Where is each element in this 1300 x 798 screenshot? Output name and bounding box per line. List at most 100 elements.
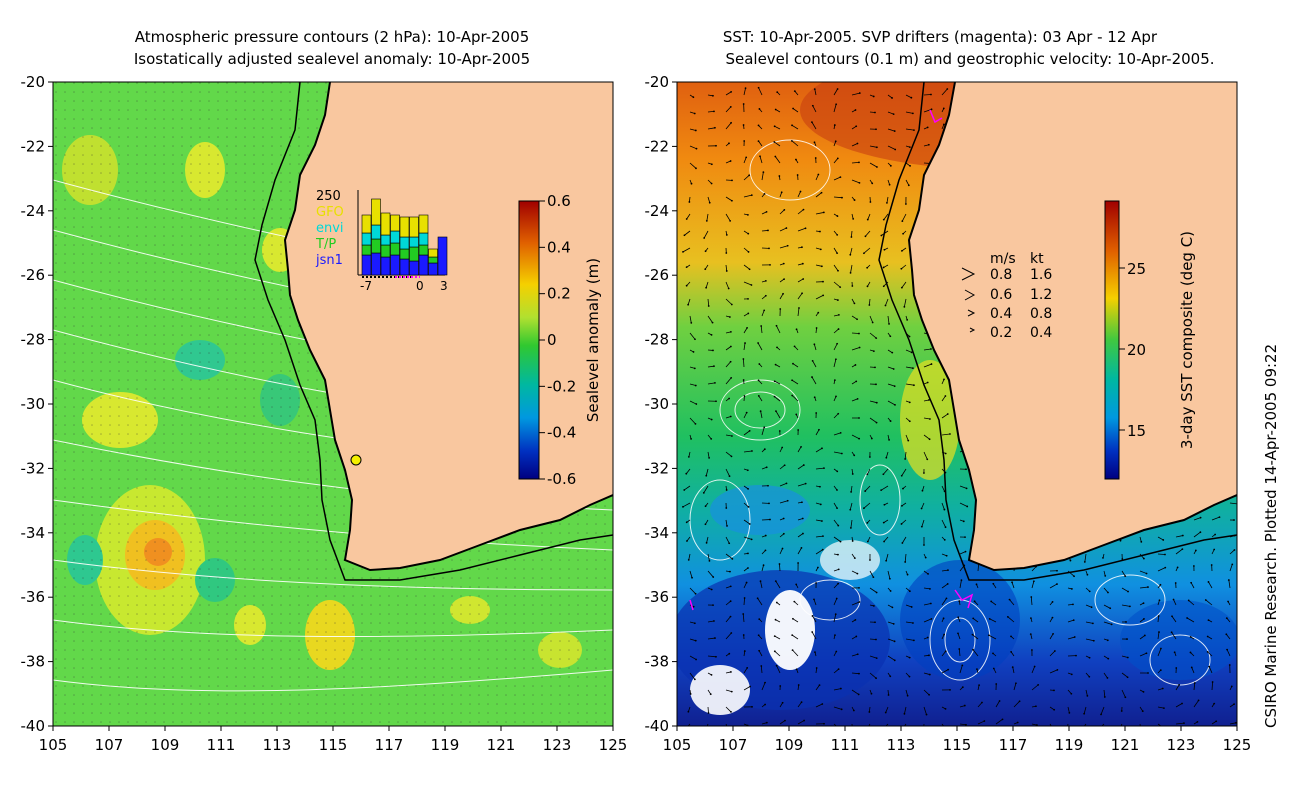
velocity-legend-kt-header: kt bbox=[1030, 251, 1044, 267]
histogram-bar bbox=[361, 232, 372, 246]
histogram-bar bbox=[390, 242, 400, 256]
left-y-tick-label: -20 bbox=[21, 73, 46, 91]
histogram-bar bbox=[418, 244, 429, 256]
right-title-line2: Sealevel contours (0.1 m) and geostrophi… bbox=[725, 50, 1215, 68]
histogram-bar bbox=[399, 258, 410, 276]
sla-colorbar-tick: 0.2 bbox=[547, 285, 571, 303]
histogram-bar bbox=[380, 234, 391, 246]
histogram-bar bbox=[409, 246, 419, 262]
right-y-tick-label: -28 bbox=[645, 331, 670, 349]
drifter-track-south bbox=[954, 589, 974, 609]
histogram-bar bbox=[418, 232, 429, 246]
left-y-tick-label: -30 bbox=[21, 395, 46, 413]
histogram-bar bbox=[409, 260, 419, 276]
histogram-bar bbox=[418, 254, 429, 276]
histogram-bar bbox=[390, 230, 400, 244]
histogram-bar bbox=[437, 236, 448, 276]
histogram-bar bbox=[361, 244, 372, 256]
velocity-row-3-ms: 0.4 bbox=[990, 306, 1012, 322]
right-x-tick-label: 115 bbox=[943, 736, 972, 754]
left-y-tick-label: -24 bbox=[21, 202, 46, 220]
right-x-tick-label: 121 bbox=[1111, 736, 1140, 754]
velocity-legend: m/s kt 0.8 1.6 0.6 1.2 0.4 0.8 0.2 0.4 bbox=[961, 251, 1052, 341]
left-y-tick-label: -38 bbox=[21, 653, 46, 671]
histogram-bar bbox=[371, 238, 381, 254]
left-x-tick-label: 113 bbox=[263, 736, 292, 754]
right-x-tick-label: 113 bbox=[887, 736, 916, 754]
velocity-row-4-ms: 0.2 bbox=[990, 325, 1012, 341]
histogram-bar bbox=[399, 216, 410, 238]
legend-gfo: GFO bbox=[316, 205, 344, 220]
left-x-tick-label: 115 bbox=[319, 736, 348, 754]
hist-x-label-right: 3 bbox=[440, 279, 448, 293]
left-x-tick-label: 111 bbox=[207, 736, 236, 754]
legend-jsn1: jsn1 bbox=[315, 253, 343, 268]
drifter-track-west bbox=[689, 599, 694, 611]
histogram-bar bbox=[399, 236, 410, 250]
sla-colorbar-tick: -0.2 bbox=[547, 377, 576, 395]
left-y-tick-label: -40 bbox=[21, 717, 46, 735]
histogram-bar bbox=[380, 212, 391, 236]
right-y-tick-label: -24 bbox=[645, 202, 670, 220]
left-x-tick-label: 109 bbox=[151, 736, 180, 754]
sla-colorbar: 0.6 0.4 0.2 0 -0.2 -0.4 -0.6 Sealevel anomaly … bbox=[518, 192, 602, 488]
left-y-axis: -20 -22 -24 -26 -28 -30 -32 -34 -36 -38 -40 bbox=[21, 73, 53, 735]
right-y-tick-label: -32 bbox=[645, 459, 670, 477]
right-x-tick-label: 119 bbox=[1055, 736, 1084, 754]
hist-x-label-mid: 0 bbox=[416, 279, 424, 293]
left-y-tick-label: -34 bbox=[21, 524, 46, 542]
histogram-bar bbox=[428, 256, 438, 264]
left-coastline bbox=[283, 82, 613, 572]
left-y-tick-label: -32 bbox=[21, 459, 46, 477]
right-x-tick-label: 117 bbox=[999, 736, 1028, 754]
histogram-bar bbox=[390, 254, 400, 276]
histogram-bar bbox=[428, 248, 438, 258]
left-y-tick-label: -26 bbox=[21, 266, 46, 284]
right-x-tick-label: 107 bbox=[719, 736, 748, 754]
velocity-legend-ms-header: m/s bbox=[990, 251, 1016, 267]
histogram-top-label: 250 bbox=[316, 189, 341, 204]
right-map bbox=[677, 82, 1237, 726]
altimeter-histogram: 250 GFO envi T/P jsn1 -7 0 3 bbox=[315, 189, 448, 293]
right-y-tick-label: -34 bbox=[645, 524, 670, 542]
sst-tick-15: 15 bbox=[1127, 422, 1146, 440]
histogram-bar bbox=[409, 236, 419, 248]
left-x-tick-label: 105 bbox=[39, 736, 68, 754]
right-y-axis: -20 -22 -24 -26 -28 -30 -32 -34 -36 -38 -40 bbox=[645, 73, 677, 735]
histogram-bar bbox=[409, 216, 419, 238]
right-title-line1: SST: 10-Apr-2005. SVP drifters (magenta)… bbox=[722, 28, 1158, 46]
histogram-bar bbox=[380, 244, 391, 258]
left-x-tick-label: 107 bbox=[95, 736, 124, 754]
velocity-row-4-kt: 0.4 bbox=[1030, 325, 1052, 341]
left-y-tick-label: -36 bbox=[21, 588, 46, 606]
left-x-tick-label: 119 bbox=[431, 736, 460, 754]
sst-colorbar: 25 20 15 3-day SST composite (deg C) bbox=[1104, 200, 1196, 480]
velocity-row-2-ms: 0.6 bbox=[990, 287, 1012, 303]
right-y-tick-label: -30 bbox=[645, 395, 670, 413]
tide-gauge-marker bbox=[350, 454, 362, 466]
sla-colorbar-tick: 0.6 bbox=[547, 192, 571, 210]
right-y-tick-label: -38 bbox=[645, 653, 670, 671]
histogram-bar bbox=[399, 248, 410, 260]
sealevel-contours bbox=[689, 139, 1211, 686]
sla-colorbar-tick: -0.6 bbox=[547, 470, 576, 488]
histogram-bar bbox=[361, 214, 372, 234]
right-y-tick-label: -22 bbox=[645, 137, 670, 155]
velocity-row-2-kt: 1.2 bbox=[1030, 287, 1052, 303]
right-y-tick-label: -40 bbox=[645, 717, 670, 735]
histogram-bar bbox=[371, 224, 381, 240]
sst-tick-25: 25 bbox=[1127, 260, 1146, 278]
left-x-tick-label: 125 bbox=[599, 736, 628, 754]
left-title-line2: Isostatically adjusted sealevel anomaly:… bbox=[133, 50, 531, 68]
left-y-tick-label: -28 bbox=[21, 331, 46, 349]
sla-colorbar-tick: -0.4 bbox=[547, 424, 576, 442]
histogram-bar bbox=[390, 214, 400, 232]
right-x-tick-label: 105 bbox=[663, 736, 692, 754]
velocity-row-3-kt: 0.8 bbox=[1030, 306, 1052, 322]
histogram-bar bbox=[371, 252, 381, 276]
right-x-tick-label: 109 bbox=[775, 736, 804, 754]
left-x-tick-label: 117 bbox=[375, 736, 404, 754]
velocity-row-1-kt: 1.6 bbox=[1030, 267, 1052, 283]
legend-tp: T/P bbox=[315, 237, 336, 252]
